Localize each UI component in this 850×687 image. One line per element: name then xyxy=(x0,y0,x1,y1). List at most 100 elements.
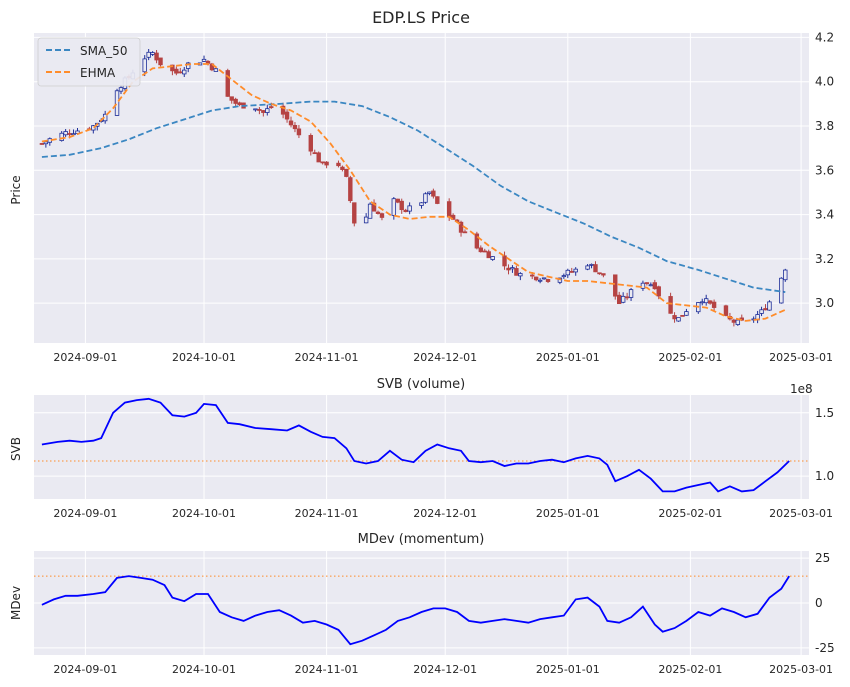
mdev-lines xyxy=(34,575,809,646)
price-x-ticks: 2024-09-01 2024-10-01 2024-11-01 2024-12-01… xyxy=(53,351,833,364)
candle-body xyxy=(427,191,432,194)
candle xyxy=(288,116,294,128)
candle-body xyxy=(624,296,630,299)
candle-body xyxy=(474,233,480,249)
x-tick-label: 2025-03-01 xyxy=(769,507,833,520)
candle-body xyxy=(201,58,207,62)
candle-body xyxy=(589,263,594,266)
candle xyxy=(474,231,480,250)
candle xyxy=(486,249,491,259)
candle xyxy=(257,107,262,115)
candle-body xyxy=(233,98,238,104)
candle-body xyxy=(324,161,329,166)
candle-body xyxy=(205,60,211,64)
candle-body xyxy=(316,152,321,163)
price-legend: SMA_50 EHMA xyxy=(37,37,141,87)
candle-body xyxy=(363,216,369,224)
candle xyxy=(537,278,543,284)
candle xyxy=(656,285,661,300)
candle-body xyxy=(640,282,646,289)
candle xyxy=(352,202,357,227)
candle-body xyxy=(735,319,741,325)
candle xyxy=(348,175,353,203)
candle xyxy=(395,198,400,204)
candle-body xyxy=(186,62,191,69)
candle-body xyxy=(617,294,622,305)
candle-body xyxy=(423,193,428,203)
candle xyxy=(585,264,590,271)
candle-body xyxy=(668,296,673,314)
x-tick-label: 2025-02-01 xyxy=(658,351,722,364)
candle-body xyxy=(253,108,258,111)
candle-body xyxy=(399,200,404,211)
x-tick-label: 2025-01-01 xyxy=(536,351,600,364)
svb-lines xyxy=(34,397,809,493)
mdev-title: MDev (momentum) xyxy=(358,532,485,547)
x-tick-label: 2025-02-01 xyxy=(658,507,722,520)
candle-body xyxy=(514,268,519,276)
candle xyxy=(367,202,373,219)
candle xyxy=(676,317,681,322)
mdev-line xyxy=(41,575,790,646)
candle xyxy=(783,268,788,282)
candle-body xyxy=(59,132,64,141)
candle-body xyxy=(545,279,551,282)
candle-body xyxy=(158,57,163,66)
candle-body xyxy=(490,256,495,260)
candle xyxy=(514,265,519,276)
candle-body xyxy=(656,286,661,297)
candle xyxy=(423,192,428,204)
candle xyxy=(324,161,329,169)
candle-body xyxy=(174,68,179,74)
candle-body xyxy=(71,133,76,136)
candle-body xyxy=(292,125,298,130)
candle-body xyxy=(684,311,689,316)
candle-body xyxy=(308,135,313,152)
candle xyxy=(640,280,646,291)
candle xyxy=(478,245,484,253)
candle xyxy=(723,304,729,317)
candle-body xyxy=(506,267,511,271)
y-tick-label: 1.5 xyxy=(815,406,834,420)
candle-body xyxy=(229,96,234,101)
candle-body xyxy=(118,87,124,92)
candle xyxy=(399,198,404,214)
x-tick-label: 2024-11-01 xyxy=(295,351,359,364)
candle-body xyxy=(593,264,598,273)
candle xyxy=(680,315,685,317)
legend-ehma-label: EHMA xyxy=(80,66,116,80)
candle-body xyxy=(142,58,147,73)
candle xyxy=(573,267,578,276)
candle xyxy=(265,104,270,116)
svb-scale-label: 1e8 xyxy=(790,382,813,396)
y-tick-label: 3.0 xyxy=(815,296,834,310)
candle xyxy=(490,256,495,261)
candle-body xyxy=(407,205,412,212)
candle-body xyxy=(170,64,175,72)
candle-body xyxy=(533,276,539,281)
candle-body xyxy=(530,274,535,277)
svb-axes-bg xyxy=(34,395,809,499)
candle-body xyxy=(379,213,385,218)
candle xyxy=(59,131,64,142)
candle-body xyxy=(601,273,606,276)
candle-body xyxy=(644,282,650,285)
candle xyxy=(541,277,547,280)
price-y-ticks: 3.0 3.2 3.4 3.6 3.8 4.0 4.2 xyxy=(815,30,834,310)
candle xyxy=(316,151,321,163)
x-tick-label: 2024-09-01 xyxy=(53,507,117,520)
candle-body xyxy=(711,301,717,308)
candle-body xyxy=(431,190,436,197)
candle xyxy=(292,122,298,133)
candle-body xyxy=(265,108,270,113)
candle-body xyxy=(344,168,349,177)
candle-body xyxy=(707,300,713,304)
candle-body xyxy=(435,196,440,204)
legend-sma-label: SMA_50 xyxy=(80,44,127,58)
x-tick-label: 2025-03-01 xyxy=(769,351,833,364)
candle xyxy=(593,261,598,273)
y-tick-label: 4.2 xyxy=(815,30,834,44)
candle xyxy=(174,66,179,76)
price-title: EDP.LS Price xyxy=(372,8,470,27)
